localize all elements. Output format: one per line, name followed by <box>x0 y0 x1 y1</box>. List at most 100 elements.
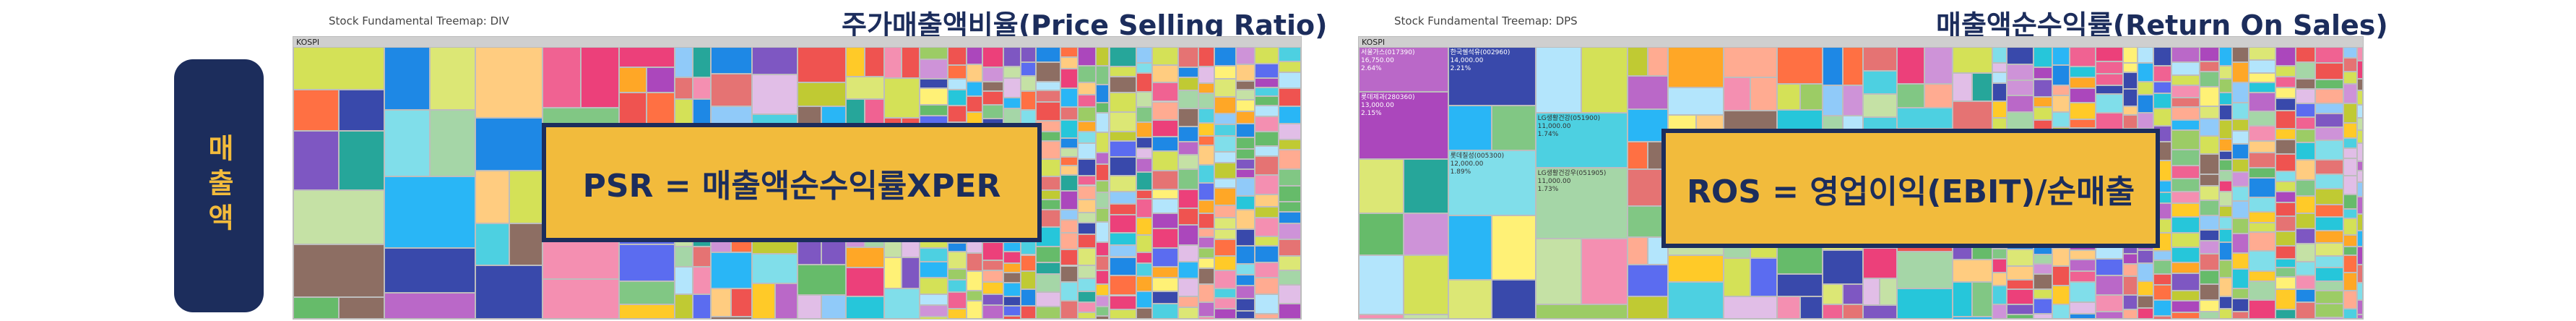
left-treemap-cell <box>692 47 711 77</box>
right-treemap-cell <box>2218 119 2233 140</box>
left-treemap-cell <box>1109 244 1136 257</box>
left-treemap-cell <box>967 81 983 97</box>
left-treemap-cell <box>1136 62 1152 73</box>
right-treemap-cell <box>1628 205 1668 237</box>
right-treemap-cell <box>2122 275 2138 296</box>
right-treemap-cell <box>1750 77 1778 111</box>
left-treemap-cell <box>1060 47 1079 58</box>
right-treemap-cell <box>1823 47 1844 86</box>
right-treemap-cell: LG생활건강(051900) 11,000.00 1.74% <box>1535 113 1628 168</box>
right-treemap-cell <box>2249 178 2275 197</box>
left-treemap-cell <box>1035 273 1060 293</box>
left-treemap-cell <box>1060 301 1079 319</box>
right-treemap-cell <box>2356 90 2363 105</box>
left-treemap-cell <box>1254 64 1279 78</box>
left-treemap-cell <box>982 282 1004 295</box>
left-treemap-cell <box>1151 65 1179 83</box>
left-treemap-cell <box>797 47 846 83</box>
left-treemap-cell <box>1060 249 1079 266</box>
left-treemap-cell <box>967 270 983 291</box>
left-treemap-cell <box>1198 316 1214 319</box>
right-cell-ticker: 서울가스(017390) <box>1361 49 1415 56</box>
left-treemap-cell <box>674 47 693 77</box>
left-treemap-cell <box>1151 189 1179 199</box>
right-treemap-cell <box>2314 47 2343 64</box>
right-treemap-cell <box>1992 272 2007 286</box>
right-treemap-cell <box>2138 281 2154 296</box>
left-treemap-cell <box>1214 179 1236 189</box>
right-treemap-cell <box>2052 65 2070 85</box>
right-treemap-cell <box>1492 106 1536 150</box>
right-treemap-cell <box>2096 61 2123 74</box>
left-treemap-cell <box>384 292 476 319</box>
left-treemap-cell <box>1003 306 1021 317</box>
right-treemap-cell <box>2070 249 2096 260</box>
left-treemap-cell <box>1078 278 1096 291</box>
left-treemap-cell <box>1235 137 1255 149</box>
left-treemap-cell <box>982 81 1004 91</box>
right-treemap-cell <box>2153 299 2172 317</box>
right-treemap-cell <box>2343 208 2357 219</box>
right-treemap-cell <box>2343 246 2357 256</box>
left-treemap-cell <box>1279 87 1301 107</box>
left-treemap-cell <box>1235 149 1255 159</box>
left-treemap-cell <box>1178 90 1198 109</box>
right-treemap-cell <box>2343 122 2357 139</box>
right-treemap-cell <box>2249 140 2275 153</box>
left-treemap-cell <box>845 247 884 268</box>
left-treemap-cell <box>1136 158 1152 172</box>
right-treemap-cell <box>1862 248 1898 279</box>
left-treemap-cell <box>1095 316 1110 319</box>
right-treemap-cell <box>1648 47 1668 76</box>
right-treemap-cell <box>2122 295 2138 310</box>
right-treemap-cell <box>2232 158 2249 172</box>
right-treemap-cell <box>2218 92 2233 105</box>
left-treemap-cell <box>1235 274 1255 286</box>
left-treemap-cell <box>1136 47 1152 63</box>
left-treemap-cell <box>1254 175 1279 195</box>
left-treemap-cell <box>1279 124 1301 140</box>
left-treemap-cell <box>947 292 967 309</box>
right-treemap-cell <box>1952 259 1993 282</box>
right-treemap-cell <box>2232 268 2249 289</box>
left-treemap-cell <box>845 267 884 296</box>
right-treemap-cell <box>2232 288 2249 299</box>
right-treemap-cell <box>1628 108 1668 142</box>
right-treemap-cell <box>2153 260 2172 274</box>
right-treemap-cell <box>2275 153 2296 171</box>
left-treemap-cell <box>1214 297 1236 309</box>
left-treemap-cell <box>1178 278 1198 296</box>
left-treemap-cell <box>1095 284 1110 296</box>
right-treemap-cell <box>1843 304 1863 319</box>
left-treemap-cell <box>384 247 476 293</box>
left-treemap-cell <box>845 77 884 99</box>
right-treemap-cell <box>2296 62 2315 79</box>
right-treemap-cell <box>2314 304 2343 317</box>
left-treemap-cell <box>1078 66 1096 83</box>
right-treemap-cell <box>2356 230 2363 247</box>
left-treemap-cell <box>865 47 884 77</box>
left-treemap-cell <box>752 47 798 74</box>
right-treemap-cell <box>2171 149 2200 166</box>
left-treemap-cell <box>1078 82 1096 95</box>
right-treemap-cell <box>2096 94 2123 113</box>
left-treemap-cell <box>1109 233 1136 245</box>
right-treemap-cell <box>2296 117 2315 129</box>
right-treemap-cell <box>2356 170 2363 183</box>
left-treemap-cell <box>1214 256 1236 271</box>
right-treemap-cell <box>2356 104 2363 119</box>
right-treemap-cell <box>2343 308 2357 319</box>
right-treemap-cell <box>2070 271 2096 283</box>
left-treemap-cell <box>1095 181 1110 193</box>
right-treemap-cell <box>2232 47 2249 63</box>
left-treemap-cell <box>1136 291 1152 309</box>
left-treemap-cell <box>1109 141 1136 158</box>
right-treemap-cell <box>2314 230 2343 243</box>
right-treemap-cell <box>1823 85 1844 116</box>
right-treemap-cell <box>2314 242 2343 257</box>
right-treemap-cell <box>2296 288 2315 302</box>
right-treemap-cell <box>1924 83 1953 108</box>
left-treemap-cell <box>1235 168 1255 179</box>
left-treemap-cell <box>1198 248 1214 258</box>
left-treemap-cell <box>1198 237 1214 249</box>
